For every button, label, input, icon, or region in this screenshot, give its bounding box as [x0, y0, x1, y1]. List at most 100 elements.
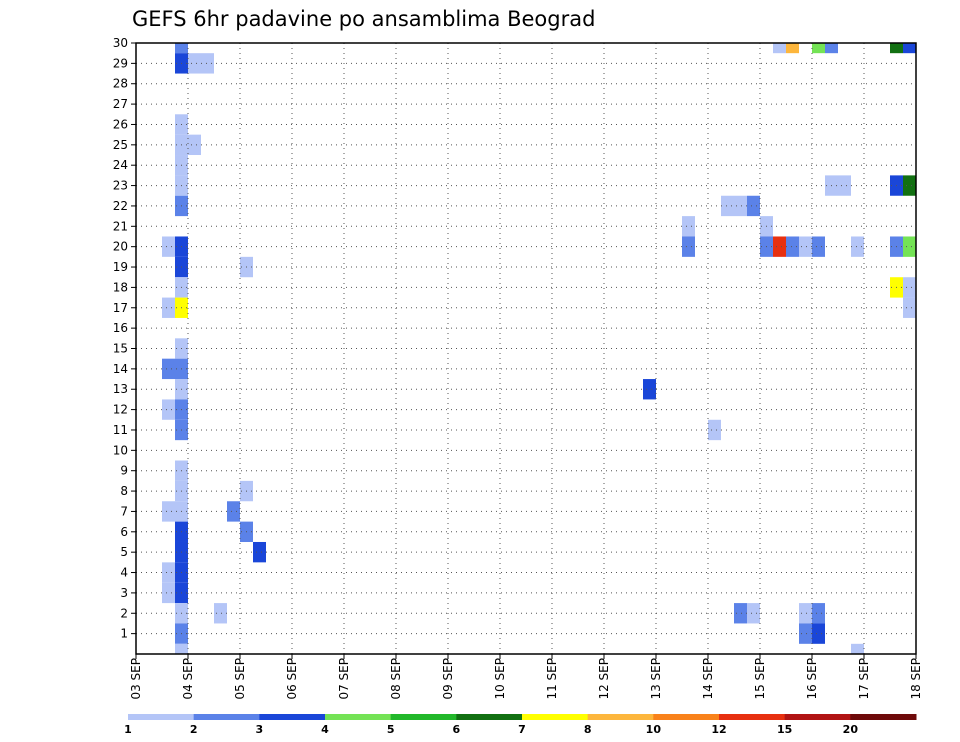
- precip-cell: [682, 216, 695, 237]
- color-legend: 1 2 3 4 5 6 7 8 10 12 15 20: [124, 714, 917, 736]
- legend-swatch: [784, 714, 851, 720]
- x-axis: 03 SEP 04 SEP 05 SEP 06 SEP 07 SEP 08 SEP 09 S…: [129, 654, 923, 700]
- y-tick-label: 12: [113, 403, 128, 417]
- grid-lines: [136, 42, 916, 654]
- y-tick-label: 16: [113, 321, 128, 335]
- precip-cell: [734, 195, 747, 217]
- y-tick-label: 8: [120, 484, 128, 498]
- x-tick-label: 10 SEP: [493, 658, 507, 700]
- legend-label: 7: [518, 723, 526, 736]
- y-tick-label: 15: [113, 342, 128, 356]
- precip-cell: [773, 236, 786, 257]
- precip-cell: [682, 236, 695, 257]
- precip-cell: [734, 603, 747, 624]
- x-tick-label: 04 SEP: [181, 658, 195, 700]
- y-tick-label: 9: [120, 464, 128, 478]
- precip-cell: [188, 134, 201, 156]
- legend-label: 10: [646, 723, 662, 736]
- precip-cell: [838, 175, 851, 196]
- precip-cell: [786, 43, 799, 54]
- legend-label: 5: [387, 723, 395, 736]
- y-tick-label: 25: [113, 138, 128, 152]
- precip-cell: [747, 603, 760, 624]
- precip-cell: [903, 43, 916, 54]
- y-tick-label: 4: [120, 566, 128, 580]
- precip-cell: [214, 603, 227, 624]
- legend-swatch: [128, 714, 195, 720]
- precip-cell: [903, 297, 916, 318]
- precip-cell: [851, 236, 864, 257]
- y-tick-label: 30: [113, 36, 128, 50]
- legend-swatch: [653, 714, 720, 720]
- legend-label: 15: [777, 723, 792, 736]
- precip-cell: [708, 419, 721, 441]
- precip-cell: [747, 195, 760, 217]
- precip-cell: [643, 379, 656, 400]
- y-tick-label: 3: [120, 586, 128, 600]
- y-tick-label: 24: [113, 158, 128, 172]
- precip-cell: [851, 643, 864, 654]
- legend-label: 1: [124, 723, 132, 736]
- legend-label: 8: [584, 723, 592, 736]
- y-tick-label: 2: [120, 606, 128, 620]
- legend-label: 12: [711, 723, 726, 736]
- precip-cell: [162, 501, 175, 522]
- x-tick-label: 08 SEP: [389, 658, 403, 700]
- precip-cell: [253, 541, 266, 563]
- chart-title: GEFS 6hr padavine po ansamblima Beograd: [132, 7, 595, 31]
- precip-cell: [903, 175, 916, 196]
- y-tick-label: 19: [113, 260, 128, 274]
- x-tick-label: 15 SEP: [753, 658, 767, 700]
- x-tick-label: 09 SEP: [441, 658, 455, 700]
- x-tick-label: 12 SEP: [597, 658, 611, 700]
- y-tick-label: 17: [113, 301, 128, 315]
- y-tick-label: 22: [113, 199, 128, 213]
- legend-label: 3: [256, 723, 264, 736]
- legend-swatch: [850, 714, 917, 720]
- precip-cell: [162, 582, 175, 604]
- legend-swatch: [325, 714, 392, 720]
- y-tick-label: 18: [113, 280, 128, 294]
- precip-cell: [721, 195, 734, 217]
- precip-cell: [162, 358, 175, 380]
- heatmap-cells: [162, 43, 916, 654]
- precip-cell: [903, 236, 916, 257]
- y-tick-label: 10: [113, 443, 128, 457]
- precip-cell: [162, 236, 175, 257]
- precip-cell: [812, 603, 825, 624]
- legend-swatch: [259, 714, 326, 720]
- x-tick-label: 07 SEP: [337, 658, 351, 700]
- y-tick-label: 28: [113, 77, 128, 91]
- precip-cell: [903, 277, 916, 298]
- precip-cell: [799, 603, 812, 624]
- precip-cell: [799, 623, 812, 644]
- precip-cell: [812, 236, 825, 257]
- x-tick-label: 03 SEP: [129, 658, 143, 700]
- legend-swatch: [719, 714, 786, 720]
- precip-cell: [188, 53, 201, 74]
- x-tick-label: 05 SEP: [233, 658, 247, 700]
- y-tick-label: 20: [113, 240, 128, 254]
- y-tick-label: 23: [113, 179, 128, 193]
- x-tick-label: 14 SEP: [701, 658, 715, 700]
- legend-swatch: [587, 714, 654, 720]
- legend-label: 4: [321, 723, 329, 736]
- legend-swatch: [390, 714, 457, 720]
- x-tick-label: 17 SEP: [857, 658, 871, 700]
- precip-cell: [175, 643, 188, 654]
- y-tick-label: 1: [120, 627, 128, 641]
- y-tick-label: 21: [113, 219, 128, 233]
- y-tick-label: 6: [120, 525, 128, 539]
- precip-cell: [812, 623, 825, 644]
- x-tick-label: 11 SEP: [545, 658, 559, 700]
- precip-cell: [890, 43, 903, 54]
- y-tick-label: 5: [120, 545, 128, 559]
- y-axis: 1234567891011121314151617181920212223242…: [113, 36, 136, 641]
- precip-cell: [825, 43, 838, 54]
- y-tick-label: 26: [113, 117, 128, 131]
- precip-cell: [227, 501, 240, 522]
- y-tick-label: 13: [113, 382, 128, 396]
- x-tick-label: 18 SEP: [909, 658, 923, 700]
- precip-cell: [812, 43, 825, 54]
